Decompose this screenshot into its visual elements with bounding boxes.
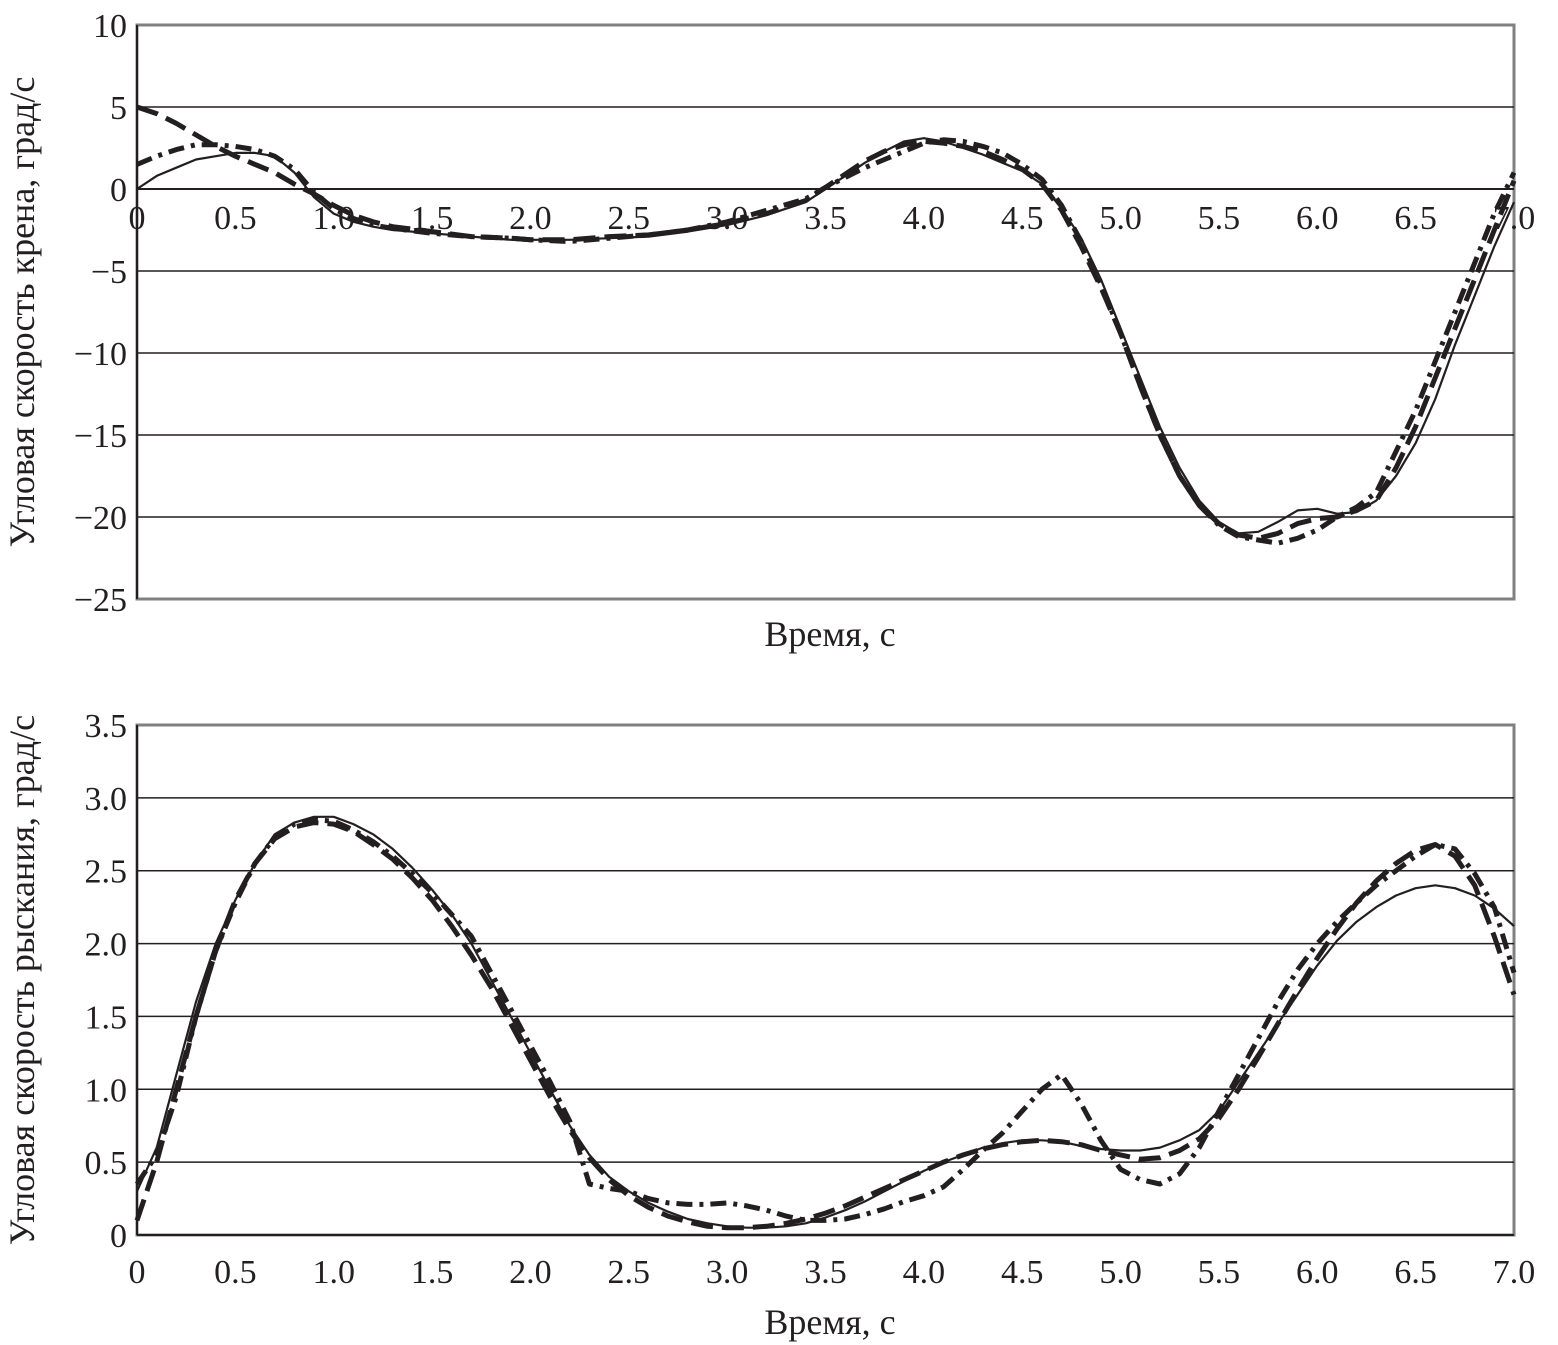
y-tick-label: 2.0 (85, 927, 128, 964)
x-tick-label: 7.0 (1493, 1254, 1536, 1291)
y-tick-label: 5 (110, 90, 127, 127)
x-tick-label: 4.0 (903, 200, 946, 237)
plot-frame (135, 23, 1516, 601)
x-tick-label: 0.5 (214, 200, 257, 237)
x-tick-label: 4.0 (903, 1254, 946, 1291)
series-line-dashed (134, 820, 1517, 1231)
series-line-solid (136, 137, 1516, 535)
y-tick-label: 0 (110, 1218, 127, 1255)
x-tick-label: 2.5 (608, 1254, 651, 1291)
x-tick-label: 5.0 (1099, 200, 1142, 237)
gridlines (136, 725, 1514, 1236)
y-tick-labels: 3.5 3.0 2.5 2.0 1.5 1.0 0.5 0 (85, 708, 128, 1255)
x-tick-label: 0 (129, 200, 146, 237)
y-axis-title: Угловая скорость крена, град/с (2, 77, 42, 548)
x-tick-label: 3.0 (706, 1254, 749, 1291)
y-tick-label: −5 (91, 254, 127, 291)
x-tick-labels: 0 0.5 1.0 1.5 2.0 2.5 3.0 3.5 4.0 4.5 5.0 5.5 6.0 6.5… (129, 1254, 1536, 1291)
x-tick-label: 4.5 (1001, 200, 1044, 237)
y-tick-label: −10 (74, 336, 127, 373)
x-tick-label: 6.0 (1296, 200, 1339, 237)
x-tick-label: 5.5 (1198, 1254, 1241, 1291)
x-tick-label: 4.5 (1001, 1254, 1044, 1291)
y-tick-label: −15 (74, 418, 127, 455)
x-tick-label: 2.5 (608, 200, 651, 237)
series-line-dash-dot (134, 817, 1517, 1223)
y-tick-label: 0.5 (85, 1145, 128, 1182)
x-tick-label: 6.0 (1296, 1254, 1339, 1291)
series-line-dashed (136, 104, 1517, 541)
series-line-solid (135, 815, 1515, 1229)
series-lines (134, 815, 1517, 1231)
x-tick-label: 5.0 (1099, 1254, 1142, 1291)
gridlines (136, 25, 1514, 599)
x-tick-label: 6.5 (1394, 1254, 1437, 1291)
x-tick-label: 0 (129, 1254, 146, 1291)
x-axis-title: Время, с (764, 1302, 895, 1342)
x-tick-label: 2.0 (509, 1254, 552, 1291)
y-tick-label: 1.0 (85, 1072, 128, 1109)
x-tick-label: 0.5 (214, 1254, 257, 1291)
y-tick-label: −20 (74, 500, 127, 537)
y-tick-label: 3.0 (85, 781, 128, 818)
x-tick-label: 3.5 (804, 1254, 847, 1291)
x-tick-label: 6.5 (1394, 200, 1437, 237)
y-tick-label: 0 (110, 172, 127, 209)
x-axis-title: Время, с (764, 614, 895, 654)
x-tick-label: 1.0 (312, 1254, 355, 1291)
y-tick-label: −25 (74, 582, 127, 619)
x-tick-label: 2.0 (509, 200, 552, 237)
x-tick-label: 5.5 (1198, 200, 1241, 237)
y-tick-labels: 10 5 0 −5 −10 −15 −20 −25 (74, 8, 127, 619)
y-tick-label: 3.5 (85, 708, 128, 745)
yaw-rate-chart: 3.53.02.52.01.51.00.50 0 0.5 1.0 1.5 2.0 2.5 3… (2, 708, 1535, 1342)
y-tick-label: 1.5 (85, 999, 128, 1036)
y-axis-title: Угловая скорость рыскания, град/с (2, 715, 42, 1245)
y-tick-label: 10 (93, 8, 127, 45)
x-tick-label: 1.5 (411, 1254, 454, 1291)
y-tick-label: 2.5 (85, 854, 128, 891)
series-lines (136, 104, 1517, 546)
x-tick-label: 3.5 (804, 200, 847, 237)
